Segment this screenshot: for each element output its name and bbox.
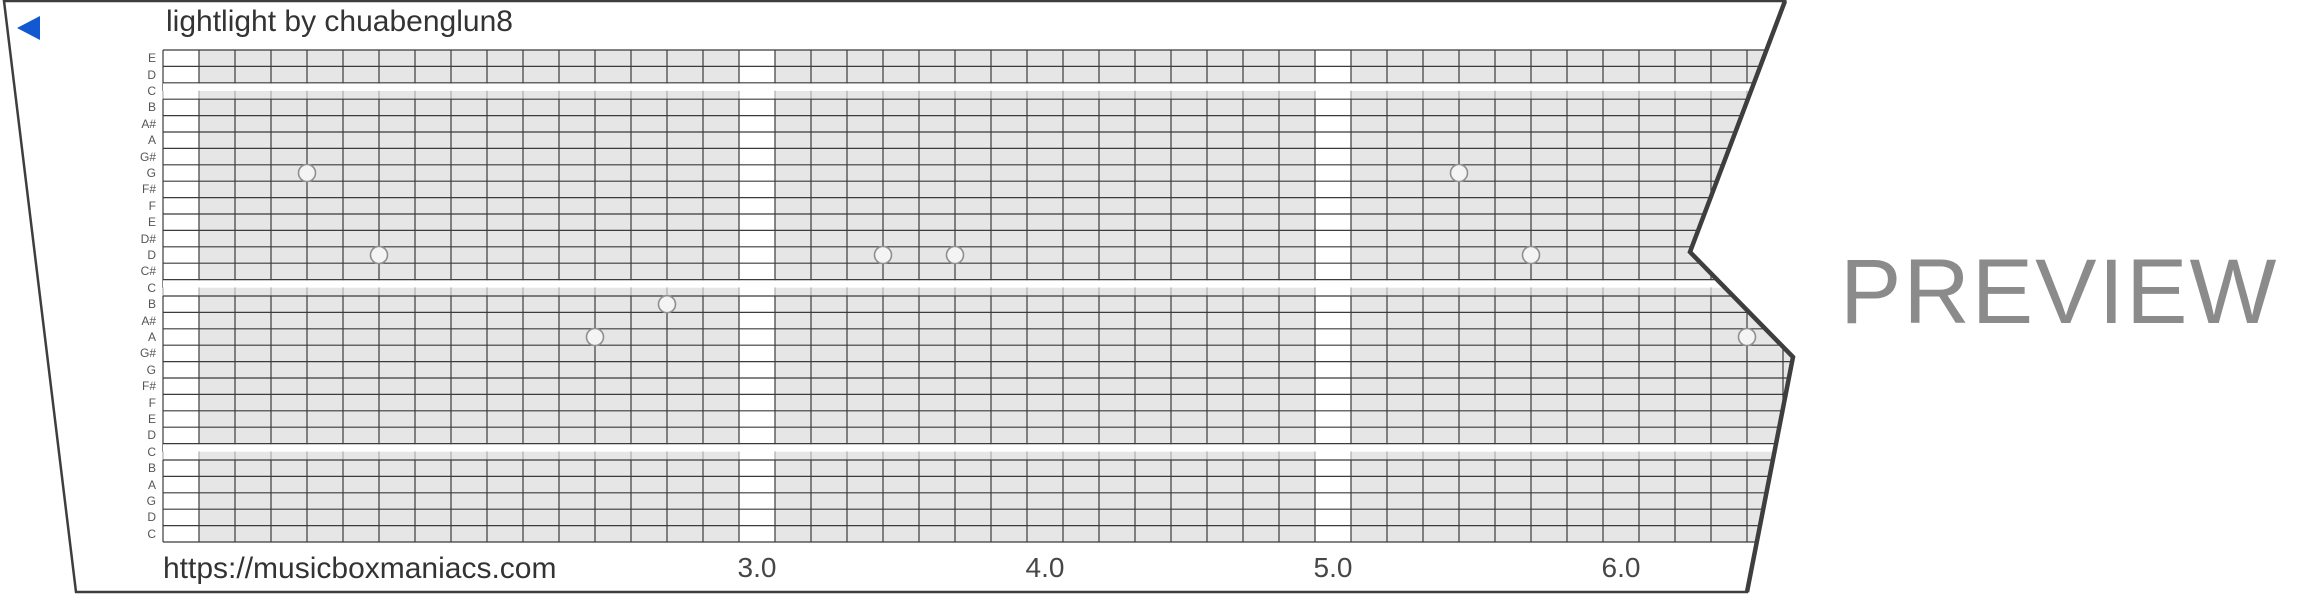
row-label-g-7: G	[146, 166, 156, 180]
row-label-c-2: C	[147, 84, 156, 98]
row-label-f-21: F	[148, 395, 156, 410]
row-label-a-26: A	[147, 477, 156, 492]
note-dot-D5	[873, 245, 893, 265]
row-label-c-24: C	[147, 444, 156, 459]
preview-watermark: PREVIEW	[1840, 241, 2279, 343]
row-label-b-3: B	[147, 100, 156, 115]
row-label-cs-13: C#	[140, 264, 156, 279]
note-dot-A4	[585, 327, 605, 347]
x-tick-4.0: 4.0	[1025, 552, 1065, 583]
row-label-f-9: F	[148, 198, 156, 213]
note-dot-B4	[657, 294, 677, 314]
x-tick-6.0: 6.0	[1601, 552, 1641, 583]
note-dot-G5	[297, 163, 317, 183]
row-label-g-19: G	[146, 362, 156, 377]
row-label-e-10: E	[147, 215, 156, 230]
row-label-d-1: D	[147, 67, 156, 82]
note-dot-D5	[369, 245, 389, 265]
note-dot-D5	[1521, 245, 1541, 265]
row-label-gs-18: G#	[139, 346, 156, 361]
row-label-fs-8: F#	[141, 182, 156, 197]
row-label-g-27: G	[146, 494, 156, 508]
note-grid	[162, 49, 1793, 543]
x-tick-3.0: 3.0	[737, 552, 777, 583]
row-label-d-28: D	[147, 510, 156, 525]
row-label-e-0: E	[147, 51, 156, 66]
row-label-a-17: A	[147, 330, 156, 344]
row-label-a-5: A	[147, 133, 156, 148]
site-url-text: https://musicboxmaniacs.com	[163, 552, 557, 585]
row-label-b-25: B	[147, 461, 156, 476]
x-tick-5.0: 5.0	[1313, 552, 1353, 583]
row-label-d-23: D	[147, 428, 156, 443]
strip-direction-icon	[17, 16, 40, 40]
row-label-fs-20: F#	[141, 379, 156, 394]
row-label-gs-6: G#	[139, 149, 156, 164]
page-title: lightlight by chuabenglun8	[166, 5, 513, 38]
row-label-ds-11: D#	[140, 231, 156, 246]
row-label-as-16: A#	[141, 313, 156, 328]
row-label-c-29: C	[147, 526, 156, 541]
row-label-b-15: B	[147, 297, 156, 312]
row-label-as-4: A#	[141, 116, 156, 131]
note-dot-D5	[945, 245, 965, 265]
row-label-d-12: D	[147, 248, 156, 262]
row-label-c-14: C	[147, 280, 156, 295]
note-dot-A4	[1737, 327, 1757, 347]
note-dot-G5	[1449, 163, 1469, 183]
strip-right-edge	[1687, 0, 1796, 593]
row-label-e-22: E	[147, 412, 156, 426]
